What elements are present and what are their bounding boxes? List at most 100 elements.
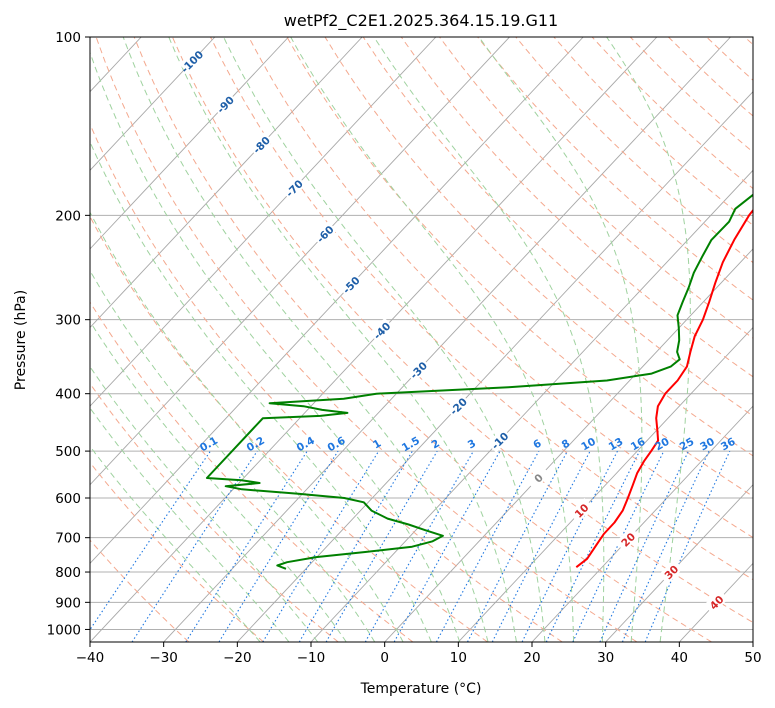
dry-adiabat [706, 37, 753, 81]
isotherm-line [90, 37, 584, 565]
y-tick-label: 300 [55, 313, 81, 329]
isotherm-line [384, 248, 753, 642]
y-tick-label: 800 [55, 565, 81, 581]
isotherm-label-bg [525, 465, 551, 490]
isotherm-line [237, 91, 753, 642]
mixing-ratio-label: 3 [466, 437, 478, 451]
moist-adiabat [90, 365, 319, 642]
mixing-ratio-line [393, 450, 501, 642]
moist-adiabat [90, 445, 261, 642]
dry-adiabat [90, 301, 414, 642]
mixing-ratio-line [521, 450, 618, 642]
chart-title: wetPf2_C2E1.2025.364.15.19.G11 [284, 11, 558, 31]
mixing-ratio-line [644, 450, 731, 642]
y-tick-label: 900 [55, 595, 81, 611]
isotherm-line [163, 37, 731, 642]
isotherm-line [605, 484, 753, 642]
isotherm-label: -100 [179, 49, 206, 76]
isotherm-label-bg [486, 427, 512, 453]
moist-adiabat [90, 140, 432, 642]
moist-adiabat [122, 37, 489, 642]
isotherm-label-bg [312, 221, 338, 246]
axis-ticks: −40 −30 −20 −10 0 10 20 30 40 50 100 200 300 400 500 60… [47, 30, 762, 666]
y-tick-label: 600 [55, 491, 81, 507]
mixing-ratio-line [599, 450, 689, 642]
isotherm-label-bg [248, 132, 274, 157]
dry-adiabat [286, 37, 753, 497]
isotherm-line [458, 326, 753, 642]
isotherm-label-bg [615, 526, 641, 552]
x-tick-label: −30 [149, 650, 178, 666]
dry-adiabat [133, 37, 712, 642]
isotherm-label-bg [369, 317, 394, 343]
moist-adiabat [223, 37, 546, 642]
dry-adiabat [90, 123, 563, 642]
mixing-ratio-line [467, 450, 568, 642]
dry-adiabat [95, 37, 638, 642]
isotherm-label-bg [338, 272, 364, 297]
dry-adiabat [210, 37, 753, 581]
isotherm-line [90, 37, 658, 642]
mixing-ratio-label: 6 [531, 437, 543, 451]
y-tick-label: 100 [55, 30, 81, 46]
mixing-ratio-line [185, 450, 308, 642]
x-tick-label: 0 [380, 650, 389, 666]
isotherm-label-bg [703, 589, 729, 615]
profile-series [205, 193, 753, 570]
x-tick-label: 40 [671, 650, 688, 666]
isotherm-label-bg [212, 91, 238, 117]
y-tick-label: 500 [55, 444, 81, 460]
moist-adiabat [90, 51, 461, 642]
plot-frame [89, 36, 754, 643]
mixing-ratio-line [621, 450, 710, 642]
isotherm-label-bg [179, 48, 204, 74]
isotherm-line [90, 37, 216, 171]
moist-adiabat [90, 407, 290, 642]
isotherm-line [90, 37, 437, 407]
dry-adiabat [90, 539, 190, 642]
mixing-ratio-line [90, 450, 211, 631]
y-tick-label: 700 [55, 531, 81, 547]
mixing-ratio-line [572, 450, 665, 642]
y-tick-label: 200 [55, 208, 81, 224]
mixing-ratio-label: 2 [430, 437, 442, 451]
dry-adiabat [744, 37, 753, 46]
moist-adiabat [606, 37, 691, 642]
dry-adiabat [591, 37, 753, 190]
isotherm-label-bg [658, 559, 684, 585]
dry-adiabat [477, 37, 753, 301]
dewpoint-line [205, 193, 753, 570]
mixing-ratio-line [131, 450, 258, 642]
isotherm-label-bg [445, 393, 471, 419]
x-tick-label: −10 [297, 650, 326, 666]
y-tick-label: 400 [55, 387, 81, 403]
moist-adiabat [373, 37, 605, 642]
x-tick-label: 10 [450, 650, 467, 666]
moist-adiabat [168, 37, 517, 642]
dry-adiabat [171, 37, 753, 624]
y-tick-label: 1000 [47, 622, 81, 638]
mixing-ratio-line [364, 450, 474, 642]
isotherm-line [0, 37, 68, 642]
background-lines [0, 37, 753, 642]
x-tick-label: 30 [597, 650, 614, 666]
x-tick-label: 20 [523, 650, 540, 666]
temperature-line [575, 208, 753, 568]
x-tick-label: 50 [744, 650, 761, 666]
moist-adiabat [478, 37, 643, 642]
isotherm-label-bg [405, 357, 431, 383]
isotherm-line [90, 37, 363, 329]
dry-adiabat [90, 461, 264, 642]
dry-adiabat [248, 37, 753, 539]
x-tick-label: −40 [76, 650, 105, 666]
x-tick-label: −20 [223, 650, 252, 666]
moist-adiabat [290, 37, 575, 642]
moist-adiabat [90, 320, 347, 642]
isotherm-line [752, 641, 753, 642]
x-axis-title: Temperature (°C) [360, 681, 482, 697]
dry-adiabat [324, 37, 753, 457]
isotherm-line [310, 169, 753, 642]
isotherm-line [90, 37, 289, 250]
isotherm-line [90, 37, 510, 486]
y-axis-title: Pressure (hPa) [13, 290, 29, 390]
